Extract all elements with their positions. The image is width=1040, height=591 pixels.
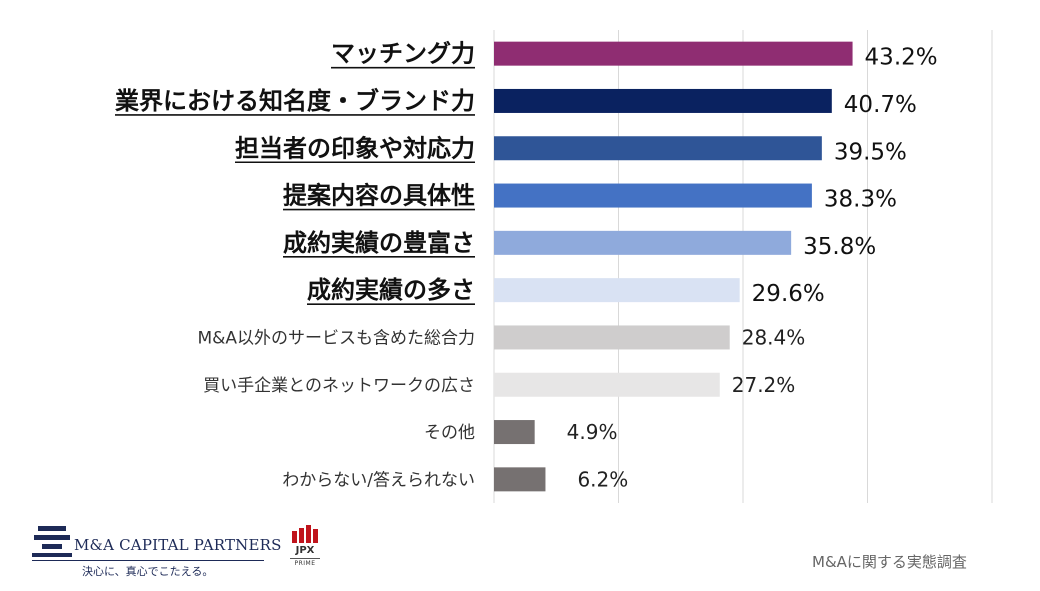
logo-mark-icon bbox=[32, 520, 72, 560]
company-logo: M&A CAPITAL PARTNERS 決心に、真心でこたえる。 bbox=[32, 520, 281, 578]
company-tagline: 決心に、真心でこたえる。 bbox=[82, 565, 214, 578]
bar-chart: マッチング力 43.2% 業界における知名度・ブランド力 40.7% 担当者の印象や対応… bbox=[115, 30, 993, 503]
bar-6 bbox=[494, 278, 740, 303]
category-label-8: 買い手企業とのネットワークの広さ bbox=[203, 376, 475, 396]
category-label-6: 成約実績の多さ bbox=[307, 276, 475, 304]
company-name: M&A CAPITAL PARTNERS bbox=[74, 536, 282, 554]
logo-divider bbox=[32, 560, 264, 561]
bar-1 bbox=[494, 41, 853, 66]
category-label-3: 担当者の印象や対応力 bbox=[235, 134, 475, 162]
value-label-7: 28.4% bbox=[742, 325, 806, 349]
category-label-2: 業界における知名度・ブランド力 bbox=[115, 87, 475, 115]
value-label-6: 29.6% bbox=[752, 281, 825, 307]
category-label-7: M&A以外のサービスも含めた総合力 bbox=[197, 328, 475, 348]
value-label-1: 43.2% bbox=[865, 45, 938, 71]
value-label-9: 4.9% bbox=[567, 420, 618, 444]
category-label-1: マッチング力 bbox=[331, 40, 475, 68]
survey-title: M&Aに関する実態調査 bbox=[812, 553, 967, 571]
value-label-8: 27.2% bbox=[732, 373, 796, 397]
bar-4 bbox=[494, 183, 812, 208]
jpx-prime-badge: JPX PRIME bbox=[288, 525, 322, 571]
bar-9 bbox=[494, 420, 535, 445]
prime-label: PRIME bbox=[294, 560, 316, 567]
jpx-divider bbox=[290, 558, 320, 559]
value-label-3: 39.5% bbox=[834, 139, 907, 165]
jpx-label: JPX bbox=[295, 545, 315, 556]
value-label-5: 35.8% bbox=[803, 234, 876, 260]
bar-10 bbox=[494, 467, 546, 492]
category-label-5: 成約実績の豊富さ bbox=[283, 229, 475, 257]
category-label-9: その他 bbox=[424, 423, 475, 443]
bar-8 bbox=[494, 372, 720, 397]
value-label-4: 38.3% bbox=[824, 187, 897, 213]
category-label-4: 提案内容の具体性 bbox=[283, 182, 475, 210]
value-label-10: 6.2% bbox=[577, 467, 628, 491]
bar-3 bbox=[494, 136, 822, 161]
bar-5 bbox=[494, 230, 792, 255]
bar-7 bbox=[494, 325, 730, 350]
bar-2 bbox=[494, 88, 832, 113]
jpx-bars-icon bbox=[292, 525, 318, 543]
category-label-10: わからない/答えられない bbox=[282, 470, 475, 490]
value-label-2: 40.7% bbox=[844, 92, 917, 118]
